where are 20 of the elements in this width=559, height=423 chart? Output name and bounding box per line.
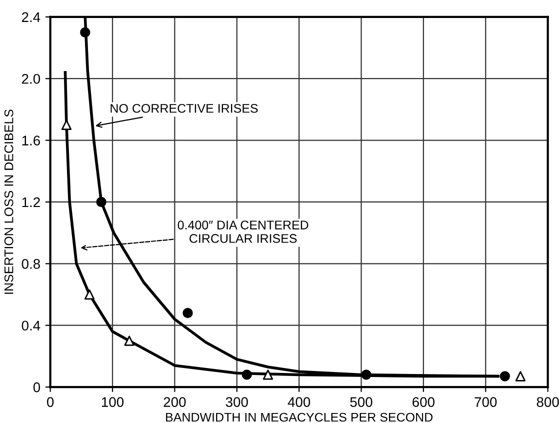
x-tick-label: 300 bbox=[226, 397, 248, 407]
y-tick-label: 1.6 bbox=[22, 136, 40, 146]
annotation: NO CORRECTIVE IRISES bbox=[110, 104, 258, 113]
x-tick-label: 800 bbox=[536, 397, 559, 407]
y-tick-label: 2.4 bbox=[22, 12, 40, 22]
y-tick-label: 2.0 bbox=[22, 74, 40, 84]
x-tick-label: 200 bbox=[164, 397, 186, 407]
x-tick-label: 0 bbox=[46, 397, 54, 407]
x-tick-label: 400 bbox=[288, 397, 310, 407]
y-tick-label: 0.8 bbox=[22, 259, 40, 269]
y-tick-label: 1.2 bbox=[22, 197, 40, 208]
x-axis-title: BANDWIDTH IN MEGACYCLES PER SECOND bbox=[166, 412, 433, 422]
x-tick-label: 100 bbox=[102, 397, 124, 407]
y-tick-label: 0 bbox=[33, 382, 40, 392]
y-tick-label: 0.4 bbox=[22, 320, 40, 331]
y-axis-title: INSERTION LOSS IN DECIBELS bbox=[4, 110, 14, 294]
x-tick-label: 500 bbox=[350, 397, 372, 407]
x-tick-label: 600 bbox=[412, 397, 434, 407]
annotation: 0.400″ DIA CENTERED CIRCULAR IRISES bbox=[178, 220, 308, 243]
x-tick-label: 700 bbox=[474, 397, 497, 407]
